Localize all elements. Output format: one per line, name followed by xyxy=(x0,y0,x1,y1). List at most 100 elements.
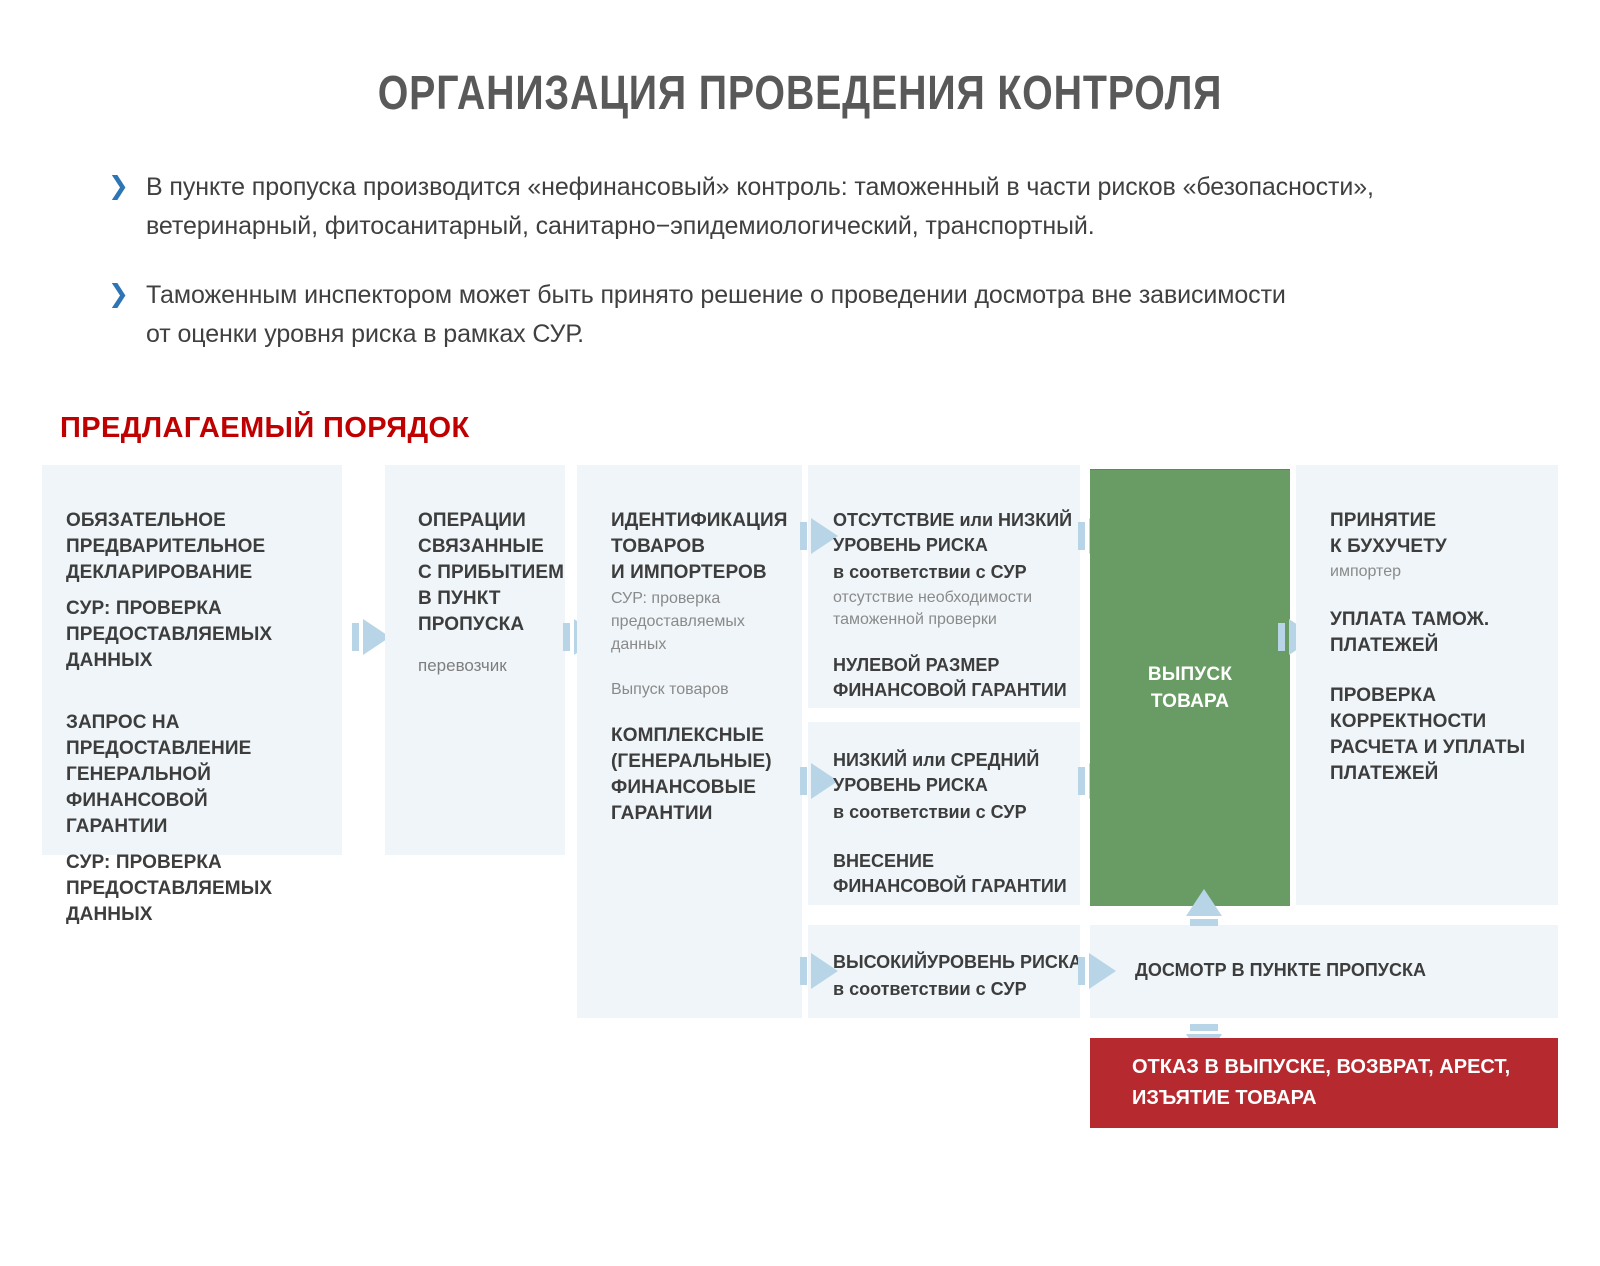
flow-arrow-to-risk-high xyxy=(800,947,840,995)
text-line: СУР: ПРОВЕРКА xyxy=(66,852,222,873)
bullet-line: В пункте пропуска производится «нефинанс… xyxy=(146,173,1374,201)
panel-step-1 xyxy=(42,465,342,855)
text-line: ГАРАНТИИ xyxy=(66,816,168,837)
bullet-list: ❯ В пункте пропуска производится «нефина… xyxy=(108,168,1528,384)
text-line: ОБЯЗАТЕЛЬНОЕ xyxy=(66,510,226,531)
text-line: ФИНАНСОВОЙ ГАРАНТИИ xyxy=(833,680,1067,700)
bullet-text-2: Таможенным инспектором может быть принят… xyxy=(146,276,1286,354)
step-2-note: перевозчик xyxy=(418,656,507,675)
text-line: ОПЕРАЦИИ xyxy=(418,510,526,531)
risk-mid-sub: в соответствии с СУР xyxy=(833,802,1027,822)
step-3-note-2: Выпуск товаров xyxy=(611,681,729,698)
text-line: отсутствие необходимости xyxy=(833,589,1033,606)
text-line: С ПРИБЫТИЕМ xyxy=(418,562,565,583)
text-line: (ГЕНЕРАЛЬНЫЕ) xyxy=(611,751,772,772)
chevron-right-icon: ❯ xyxy=(108,280,129,308)
risk-mid-guarantee: ВНЕСЕНИЕ ФИНАНСОВОЙ ГАРАНТИИ xyxy=(833,849,1083,899)
accounting-note: импортер xyxy=(1330,563,1401,580)
text-line: ПРОВЕРКА xyxy=(1330,685,1437,706)
text-line: СУР: ПРОВЕРКА xyxy=(66,598,222,619)
text-line: ДЕКЛАРИРОВАНИЕ xyxy=(66,562,253,583)
text-line: В ПУНКТ xyxy=(418,588,501,609)
section-header: ПРЕДЛАГАЕМЫЙ ПОРЯДОК xyxy=(60,412,470,444)
flow-arrow-inspection-to-release xyxy=(1180,885,1228,927)
bullet-line: Таможенным инспектором может быть принят… xyxy=(146,281,1286,309)
chevron-right-icon: ❯ xyxy=(108,172,129,200)
step-2-content: ОПЕРАЦИИ СВЯЗАННЫЕ С ПРИБЫТИЕМ В ПУНКТ П… xyxy=(418,508,578,678)
text-line: ВЫПУСК xyxy=(1147,664,1233,685)
step-2-block-1: ОПЕРАЦИИ СВЯЗАННЫЕ С ПРИБЫТИЕМ В ПУНКТ П… xyxy=(418,508,578,638)
risk-high-sub: в соответствии с СУР xyxy=(833,979,1027,999)
accounting-content: ПРИНЯТИЕ К БУХУЧЕТУ импортер УПЛАТА ТАМО… xyxy=(1330,508,1560,787)
text-line: данных xyxy=(611,636,667,653)
bullet-line: от оценки уровня риска в рамках СУР. xyxy=(146,320,585,348)
panel-risk-mid xyxy=(808,722,1080,905)
accounting-block-3: ПРОВЕРКА КОРРЕКТНОСТИ РАСЧЕТА И УПЛАТЫ П… xyxy=(1330,683,1560,787)
risk-low-content: ОТСУТСТВИЕ или НИЗКИЙ УРОВЕНЬ РИСКА в со… xyxy=(833,508,1083,703)
release-goods-box: ВЫПУСК ТОВАРА xyxy=(1090,469,1290,906)
step-3-block-2: КОМПЛЕКСНЫЕ (ГЕНЕРАЛЬНЫЕ) ФИНАНСОВЫЕ ГАР… xyxy=(611,723,806,827)
risk-high-title: ВЫСОКИЙУРОВЕНЬ РИСКА xyxy=(833,952,1082,972)
risk-mid-content: НИЗКИЙ или СРЕДНИЙ УРОВЕНЬ РИСКА в соотв… xyxy=(833,748,1083,899)
text-line: ПЛАТЕЖЕЙ xyxy=(1330,635,1439,656)
step-1-content: ОБЯЗАТЕЛЬНОЕ ПРЕДВАРИТЕЛЬНОЕ ДЕКЛАРИРОВА… xyxy=(66,508,346,944)
text-line: ИДЕНТИФИКАЦИЯ xyxy=(611,510,788,531)
flow-arrow-risk-high-to-inspection xyxy=(1078,947,1118,995)
step-3-note-1: СУР: проверка предоставляемых данных xyxy=(611,587,806,656)
bullet-line: ветеринарный, фитосанитарный, санитарно−… xyxy=(146,212,1095,240)
text-line: ГАРАНТИИ xyxy=(611,803,713,824)
refusal-label: ОТКАЗ В ВЫПУСКЕ, ВОЗВРАТ, АРЕСТ, ИЗЪЯТИЕ… xyxy=(1132,1052,1510,1114)
text-line: ВНЕСЕНИЕ xyxy=(833,851,934,871)
risk-low-guarantee: НУЛЕВОЙ РАЗМЕР ФИНАНСОВОЙ ГАРАНТИИ xyxy=(833,653,1083,703)
risk-mid-title: НИЗКИЙ или СРЕДНИЙ УРОВЕНЬ РИСКА xyxy=(833,748,1083,798)
refusal-box: ОТКАЗ В ВЫПУСКЕ, ВОЗВРАТ, АРЕСТ, ИЗЪЯТИЕ… xyxy=(1090,1038,1558,1128)
text-line: ПРОПУСКА xyxy=(418,614,525,635)
step-3-content: ИДЕНТИФИКАЦИЯ ТОВАРОВ И ИМПОРТЕРОВ СУР: … xyxy=(611,508,806,827)
text-line: КОРРЕКТНОСТИ xyxy=(1330,711,1487,732)
bullet-item-2: ❯ Таможенным инспектором может быть прин… xyxy=(108,276,1528,354)
flow-arrow-step1-step2 xyxy=(352,613,392,661)
text-line: КОМПЛЕКСНЫЕ xyxy=(611,725,765,746)
flow-arrow-to-risk-mid xyxy=(800,757,840,805)
step-1-block-4: СУР: ПРОВЕРКА ПРЕДОСТАВЛЯЕМЫХ ДАННЫХ xyxy=(66,850,346,928)
text-line: НУЛЕВОЙ РАЗМЕР xyxy=(833,655,1000,675)
text-line: ТОВАРА xyxy=(1150,691,1230,712)
text-line: ЗАПРОС НА ПРЕДОСТАВЛЕНИЕ xyxy=(66,712,252,759)
text-line: ОТКАЗ В ВЫПУСКЕ, ВОЗВРАТ, АРЕСТ, xyxy=(1132,1056,1511,1078)
risk-low-note: отсутствие необходимости таможенной пров… xyxy=(833,587,1083,631)
text-line: ФИНАНСОВЫЕ xyxy=(611,777,757,798)
panel-accounting xyxy=(1296,465,1558,905)
text-line: ИЗЪЯТИЕ ТОВАРА xyxy=(1132,1087,1317,1109)
page-title: ОРГАНИЗАЦИЯ ПРОВЕДЕНИЯ КОНТРОЛЯ xyxy=(377,67,1223,120)
text-line: СУР: проверка xyxy=(611,590,721,607)
step-3-block-1: ИДЕНТИФИКАЦИЯ ТОВАРОВ И ИМПОРТЕРОВ xyxy=(611,508,806,586)
inspection-label: ДОСМОТР В ПУНКТЕ ПРОПУСКА xyxy=(1135,960,1426,980)
bullet-text-1: В пункте пропуска производится «нефинанс… xyxy=(146,168,1374,246)
text-line: ФИНАНСОВОЙ ГАРАНТИИ xyxy=(833,876,1067,896)
text-line: ПРЕДОСТАВЛЯЕМЫХ ДАННЫХ xyxy=(66,624,273,671)
release-goods-label: ВЫПУСК ТОВАРА xyxy=(1148,661,1232,715)
text-line: И ИМПОРТЕРОВ xyxy=(611,562,767,583)
text-line: ОТСУТСТВИЕ или НИЗКИЙ xyxy=(833,510,1073,530)
panel-step-2 xyxy=(385,465,565,855)
step-1-block-1: ОБЯЗАТЕЛЬНОЕ ПРЕДВАРИТЕЛЬНОЕ ДЕКЛАРИРОВА… xyxy=(66,508,346,586)
text-line: НИЗКИЙ или СРЕДНИЙ xyxy=(833,750,1040,770)
text-line: ГЕНЕРАЛЬНОЙ ФИНАНСОВОЙ xyxy=(66,764,212,811)
text-line: предоставляемых xyxy=(611,613,745,630)
accounting-block-1: ПРИНЯТИЕ К БУХУЧЕТУ xyxy=(1330,508,1560,560)
panel-risk-low xyxy=(808,465,1080,708)
step-1-block-2: СУР: ПРОВЕРКА ПРЕДОСТАВЛЯЕМЫХ ДАННЫХ xyxy=(66,596,346,674)
panel-inspection xyxy=(1090,925,1558,1018)
text-line: РАСЧЕТА И УПЛАТЫ xyxy=(1330,737,1526,758)
text-line: таможенной проверки xyxy=(833,611,997,628)
text-line: УРОВЕНЬ РИСКА xyxy=(833,775,988,795)
bullet-item-1: ❯ В пункте пропуска производится «нефина… xyxy=(108,168,1528,246)
text-line: ТОВАРОВ xyxy=(611,536,706,557)
step-1-block-3: ЗАПРОС НА ПРЕДОСТАВЛЕНИЕ ГЕНЕРАЛЬНОЙ ФИН… xyxy=(66,710,346,840)
text-line: ПРЕДОСТАВЛЯЕМЫХ ДАННЫХ xyxy=(66,878,273,925)
risk-low-sub: в соответствии с СУР xyxy=(833,562,1027,582)
text-line: СВЯЗАННЫЕ xyxy=(418,536,544,557)
risk-low-title: ОТСУТСТВИЕ или НИЗКИЙ УРОВЕНЬ РИСКА xyxy=(833,508,1083,558)
text-line: УПЛАТА ТАМОЖ. xyxy=(1330,609,1490,630)
